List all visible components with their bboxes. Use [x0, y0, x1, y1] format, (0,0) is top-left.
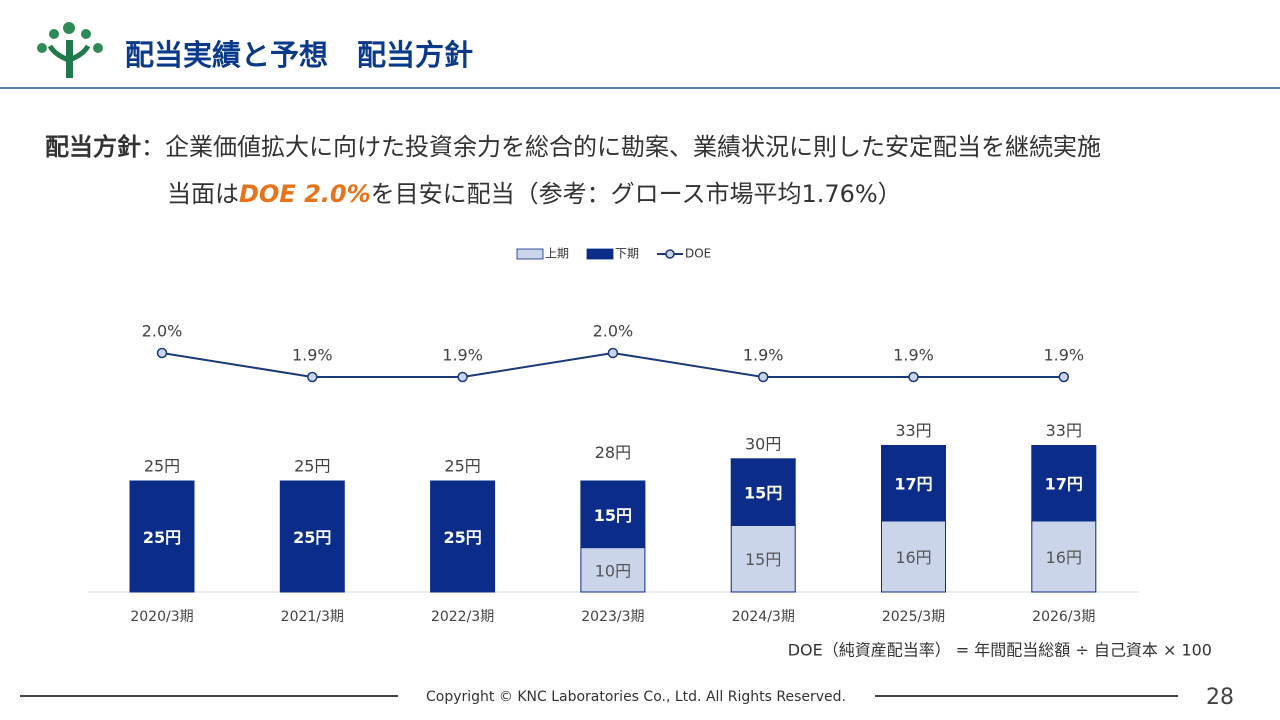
legend-swatch: [586, 248, 614, 260]
total-label: 28円: [595, 443, 631, 462]
legend-marker: [665, 249, 675, 259]
bar-label: 25円: [293, 528, 331, 547]
doe-label: 1.9%: [1043, 346, 1084, 365]
page-number: 28: [1206, 685, 1234, 710]
bar-label: 16円: [1046, 548, 1082, 567]
policy-line1: 配当方針：企業価値拡大に向けた投資余力を総合的に勘案、業績状況に則した安定配当を…: [45, 133, 1101, 161]
total-label: 25円: [444, 457, 480, 476]
policy-suffix: を目安に配当（参考：グロース市場平均1.76%）: [371, 180, 902, 208]
policy-highlight: DOE 2.0%: [239, 180, 371, 208]
bar-segment: [1031, 444, 1097, 522]
policy-separator: ：: [141, 133, 165, 161]
bar-label: 16円: [895, 548, 931, 567]
bar-label: 17円: [894, 475, 932, 494]
doe-marker: [307, 371, 318, 383]
legend-swatch: [516, 248, 544, 260]
x-tick-label: 2026/3期: [1032, 609, 1095, 625]
bar-label: 15円: [745, 550, 781, 569]
logo: [37, 22, 103, 78]
policy-label: 配当方針: [45, 133, 141, 161]
doe-marker: [156, 347, 168, 359]
bar-segment: [580, 480, 646, 549]
bar-label: 10円: [595, 561, 631, 580]
doe-label: 1.9%: [292, 346, 333, 365]
bar-segment: [129, 480, 195, 593]
x-tick-label: 2023/3期: [581, 609, 644, 625]
x-tick-label: 2024/3期: [732, 609, 795, 625]
doe-label: 1.9%: [442, 346, 483, 365]
bar-segment: [279, 480, 345, 593]
bar-segment: [881, 520, 946, 593]
legend-label: DOE: [685, 247, 711, 261]
total-label: 33円: [895, 421, 931, 440]
bar-label: 17円: [1045, 475, 1083, 494]
x-tick-label: 2025/3期: [882, 609, 945, 625]
policy-line2: 当面はDOE 2.0%を目安に配当（参考：グロース市場平均1.76%）: [167, 180, 902, 208]
bar-label: 15円: [744, 484, 782, 503]
legend-label: 上期: [545, 247, 569, 261]
doe-label: 1.9%: [893, 346, 934, 365]
doe-label: 1.9%: [743, 346, 784, 365]
doe-marker: [607, 347, 619, 359]
doe-marker: [457, 371, 468, 383]
legend-label: 下期: [615, 247, 639, 261]
formula-note: DOE（純資産配当率） = 年間配当総額 ÷ 自己資本 × 100: [788, 641, 1212, 660]
total-label: 30円: [745, 434, 781, 453]
total-label: 25円: [144, 457, 180, 476]
bar-label: 25円: [443, 528, 481, 547]
bar-label: 25円: [143, 528, 181, 547]
copyright: Copyright © KNC Laboratories Co., Ltd. A…: [426, 689, 846, 705]
policy-text: 企業価値拡大に向けた投資余力を総合的に勘案、業績状況に則した安定配当を継続実施: [165, 133, 1101, 161]
bar-segment: [730, 458, 796, 526]
bar-segment: [430, 480, 496, 593]
chart: 上期 下期 DOE 2020/3期 25円 25円 2021/3期 25円 25円 2022/3期…: [88, 247, 1140, 625]
total-label: 33円: [1046, 421, 1082, 440]
page-title: 配当実績と予想 配当方針: [125, 38, 473, 72]
x-tick-label: 2021/3期: [281, 609, 344, 625]
bar-label: 15円: [594, 506, 632, 525]
doe-label: 2.0%: [142, 322, 183, 341]
doe-marker: [908, 371, 919, 383]
doe-marker: [757, 371, 769, 383]
doe-marker: [1058, 371, 1070, 383]
total-label: 25円: [294, 457, 330, 476]
doe-label: 2.0%: [593, 322, 634, 341]
bar-segment: [881, 444, 946, 522]
bar-segment: [1031, 520, 1097, 593]
x-tick-label: 2022/3期: [431, 609, 494, 625]
x-tick-label: 2020/3期: [130, 609, 193, 625]
policy-prefix: 当面は: [167, 180, 239, 208]
